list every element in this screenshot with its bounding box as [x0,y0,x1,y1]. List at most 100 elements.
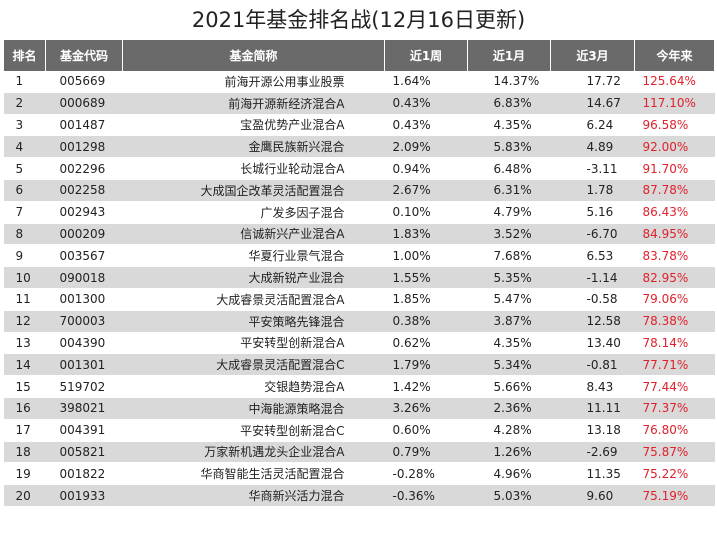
table-row: 5 002296 长城行业轮动混合A 0.94% 6.48% -3.11 91.70% [3,157,715,180]
fund-code-cell: 005669 [45,71,123,93]
month-return-cell: 5.34% [467,353,551,377]
rank-cell: 5 [3,157,46,180]
rank-cell: 6 [3,179,46,202]
week-return-cell: -0.28% [384,462,468,486]
fund-code-cell: 003567 [45,244,123,268]
table-row: 8 000209 信诚新兴产业混合A 1.83% 3.52% -6.70 84.95% [3,223,715,246]
quarter-return-cell: 8.43 [550,375,635,398]
fund-code-cell: 005821 [45,441,123,464]
quarter-return-cell: 13.18 [550,419,635,442]
header-fund-code: 基金代码 [45,40,123,71]
month-return-cell: 14.37% [467,71,551,93]
table-row: 3 001487 宝盈优势产业混合A 0.43% 4.35% 6.24 96.58% [3,114,715,137]
week-return-cell: 0.79% [384,441,468,464]
month-return-cell: 4.79% [467,201,551,224]
fund-code-cell: 001300 [45,288,123,311]
ytd-return-cell: 91.70% [634,157,715,180]
fund-name-cell: 华夏行业景气混合 [122,244,385,268]
rank-cell: 19 [3,462,46,486]
table-row: 19 001822 华商智能生活灵活配置混合 -0.28% 4.96% 11.35 75.2… [3,462,715,486]
month-return-cell: 6.83% [467,92,551,115]
fund-name-cell: 金鹰民族新兴混合 [122,135,385,159]
month-return-cell: 5.35% [467,266,551,289]
fund-name-cell: 大成国企改革灵活配置混合 [122,179,385,202]
fund-name-cell: 平安转型创新混合C [122,419,385,442]
ytd-return-cell: 75.19% [634,484,715,507]
quarter-return-cell: 1.78 [550,179,635,202]
fund-name-cell: 交银趋势混合A [122,375,385,398]
table-body: 1 005669 前海开源公用事业股票 1.64% 14.37% 17.72 125.64%… [3,71,715,507]
rank-cell: 12 [3,310,46,333]
fund-code-cell: 001301 [45,353,123,377]
week-return-cell: 1.00% [384,244,468,268]
fund-name-cell: 大成睿景灵活配置混合A [122,288,385,311]
rank-cell: 7 [3,201,46,224]
fund-code-cell: 002296 [45,157,123,180]
fund-name-cell: 信诚新兴产业混合A [122,223,385,246]
table-row: 7 002943 广发多因子混合 0.10% 4.79% 5.16 86.43% [3,201,715,224]
ytd-return-cell: 87.78% [634,179,715,202]
month-return-cell: 6.48% [467,157,551,180]
fund-code-cell: 004391 [45,419,123,442]
ytd-return-cell: 84.95% [634,223,715,246]
table-row: 12 700003 平安策略先锋混合 0.38% 3.87% 12.58 78.38% [3,310,715,333]
month-return-cell: 4.28% [467,419,551,442]
fund-code-cell: 090018 [45,266,123,289]
ytd-return-cell: 75.22% [634,462,715,486]
rank-cell: 17 [3,419,46,442]
fund-ranking-table: 排名 基金代码 基金简称 近1周 近1月 近3月 今年来 1 005669 前海开源… [3,40,715,507]
ytd-return-cell: 83.78% [634,244,715,268]
fund-code-cell: 002943 [45,201,123,224]
week-return-cell: 1.55% [384,266,468,289]
table-row: 14 001301 大成睿景灵活配置混合C 1.79% 5.34% -0.81 77.71% [3,353,715,377]
week-return-cell: 1.79% [384,353,468,377]
week-return-cell: 0.43% [384,114,468,137]
quarter-return-cell: 12.58 [550,310,635,333]
fund-code-cell: 001298 [45,135,123,159]
quarter-return-cell: -2.69 [550,441,635,464]
table-row: 11 001300 大成睿景灵活配置混合A 1.85% 5.47% -0.58 79.06% [3,288,715,311]
quarter-return-cell: -0.81 [550,353,635,377]
month-return-cell: 4.35% [467,332,551,355]
week-return-cell: 1.42% [384,375,468,398]
week-return-cell: 1.83% [384,223,468,246]
month-return-cell: 6.31% [467,179,551,202]
ytd-return-cell: 92.00% [634,135,715,159]
table-row: 10 090018 大成新锐产业混合 1.55% 5.35% -1.14 82.95% [3,266,715,289]
ytd-return-cell: 75.87% [634,441,715,464]
table-row: 1 005669 前海开源公用事业股票 1.64% 14.37% 17.72 125.64% [3,71,715,93]
week-return-cell: 0.38% [384,310,468,333]
week-return-cell: -0.36% [384,484,468,507]
ytd-return-cell: 78.38% [634,310,715,333]
fund-code-cell: 001487 [45,114,123,137]
ytd-return-cell: 117.10% [634,92,715,115]
rank-cell: 15 [3,375,46,398]
quarter-return-cell: 5.16 [550,201,635,224]
fund-code-cell: 519702 [45,375,123,398]
ytd-return-cell: 77.44% [634,375,715,398]
fund-name-cell: 长城行业轮动混合A [122,157,385,180]
fund-name-cell: 大成新锐产业混合 [122,266,385,289]
week-return-cell: 0.43% [384,92,468,115]
ytd-return-cell: 77.37% [634,397,715,420]
fund-name-cell: 平安转型创新混合A [122,332,385,355]
quarter-return-cell: 11.35 [550,462,635,486]
month-return-cell: 5.66% [467,375,551,398]
rank-cell: 9 [3,244,46,268]
table-row: 4 001298 金鹰民族新兴混合 2.09% 5.83% 4.89 92.00% [3,135,715,159]
rank-cell: 1 [3,71,46,93]
quarter-return-cell: 6.24 [550,114,635,137]
rank-cell: 3 [3,114,46,137]
fund-name-cell: 广发多因子混合 [122,201,385,224]
month-return-cell: 3.87% [467,310,551,333]
header-1-month: 近1月 [467,40,551,71]
fund-name-cell: 宝盈优势产业混合A [122,114,385,137]
fund-name-cell: 万家新机遇龙头企业混合A [122,441,385,464]
table-row: 20 001933 华商新兴活力混合 -0.36% 5.03% 9.60 75.19% [3,484,715,507]
fund-code-cell: 001933 [45,484,123,507]
quarter-return-cell: -6.70 [550,223,635,246]
ytd-return-cell: 86.43% [634,201,715,224]
month-return-cell: 2.36% [467,397,551,420]
week-return-cell: 2.67% [384,179,468,202]
fund-name-cell: 前海开源新经济混合A [122,92,385,115]
